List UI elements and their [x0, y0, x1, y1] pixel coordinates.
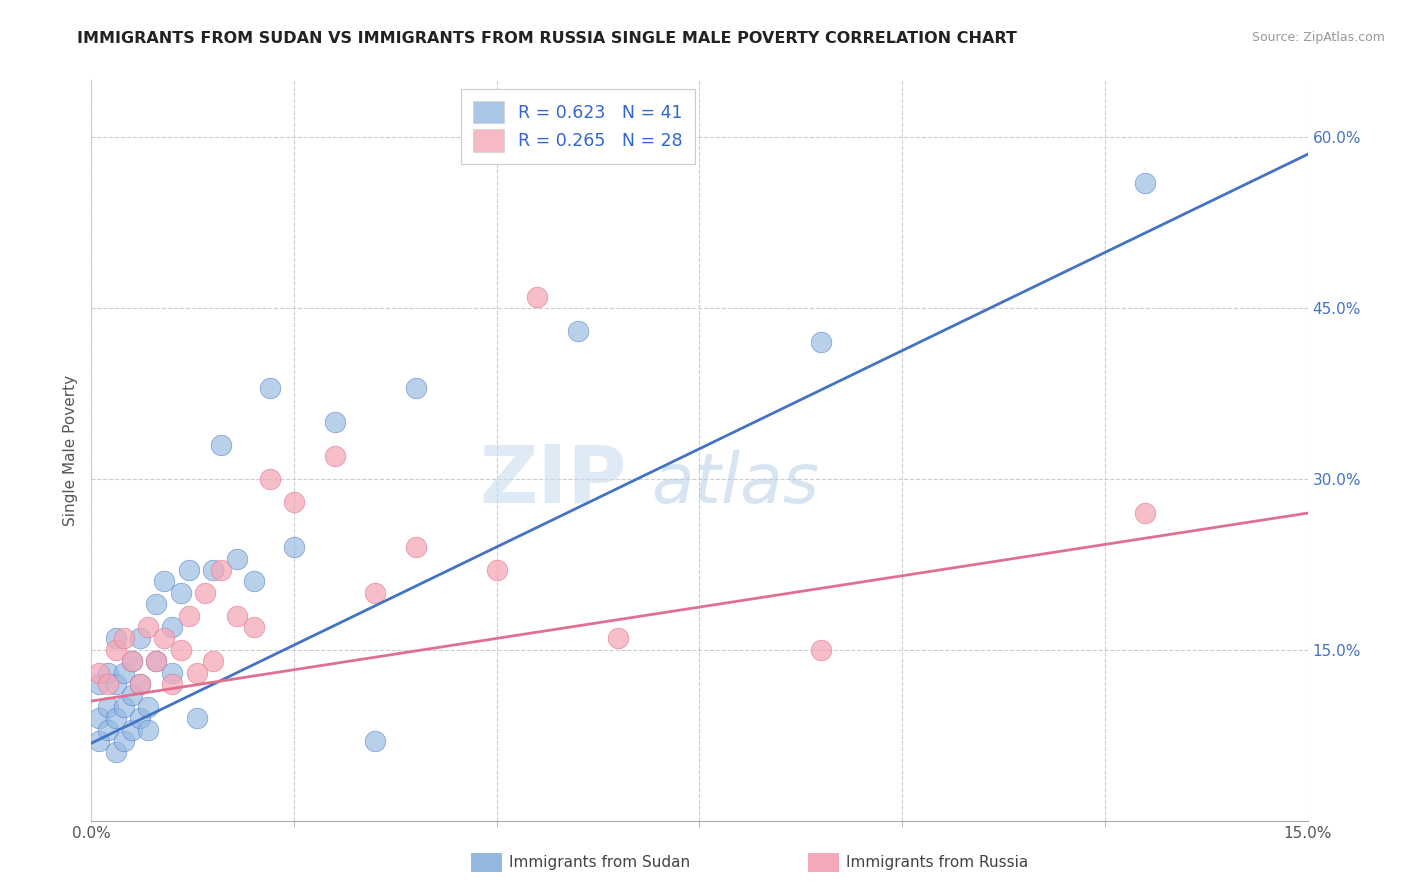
Point	[810, 642, 832, 657]
Point	[104, 632, 127, 646]
Point	[1135, 176, 1157, 190]
Point	[112, 665, 135, 680]
Point	[405, 541, 427, 555]
Point	[177, 563, 200, 577]
Point	[97, 677, 120, 691]
Point	[162, 620, 184, 634]
Point	[283, 541, 305, 555]
Point	[259, 472, 281, 486]
Point	[136, 620, 159, 634]
Point	[121, 654, 143, 668]
Point	[129, 677, 152, 691]
Point	[194, 586, 217, 600]
Point	[364, 586, 387, 600]
Point	[364, 734, 387, 748]
Point	[89, 711, 111, 725]
Point	[136, 723, 159, 737]
Point	[97, 699, 120, 714]
Point	[169, 642, 191, 657]
Point	[242, 574, 264, 589]
Point	[259, 381, 281, 395]
Point	[89, 677, 111, 691]
Text: atlas: atlas	[651, 450, 818, 517]
Point	[169, 586, 191, 600]
Point	[153, 574, 176, 589]
Point	[112, 699, 135, 714]
Point	[226, 608, 249, 623]
Point	[129, 677, 152, 691]
Point	[162, 677, 184, 691]
Point	[97, 723, 120, 737]
Point	[202, 654, 225, 668]
Point	[202, 563, 225, 577]
Point	[1135, 506, 1157, 520]
Point	[242, 620, 264, 634]
Text: IMMIGRANTS FROM SUDAN VS IMMIGRANTS FROM RUSSIA SINGLE MALE POVERTY CORRELATION : IMMIGRANTS FROM SUDAN VS IMMIGRANTS FROM…	[77, 31, 1017, 46]
Point	[323, 449, 346, 463]
Point	[177, 608, 200, 623]
Text: ZIP: ZIP	[479, 441, 627, 519]
Point	[567, 324, 589, 338]
Point	[121, 654, 143, 668]
Y-axis label: Single Male Poverty: Single Male Poverty	[62, 375, 77, 526]
Point	[145, 597, 167, 611]
Point	[104, 745, 127, 759]
Point	[136, 699, 159, 714]
Point	[153, 632, 176, 646]
Point	[145, 654, 167, 668]
Point	[104, 711, 127, 725]
Point	[323, 415, 346, 429]
Point	[121, 689, 143, 703]
Point	[607, 632, 630, 646]
Point	[186, 711, 208, 725]
Point	[810, 335, 832, 350]
Point	[162, 665, 184, 680]
Point	[209, 563, 232, 577]
Point	[186, 665, 208, 680]
Point	[145, 654, 167, 668]
Point	[121, 723, 143, 737]
Point	[129, 711, 152, 725]
Point	[104, 642, 127, 657]
Point	[283, 494, 305, 508]
Point	[112, 632, 135, 646]
Text: Immigrants from Sudan: Immigrants from Sudan	[509, 855, 690, 870]
Legend: R = 0.623   N = 41, R = 0.265   N = 28: R = 0.623 N = 41, R = 0.265 N = 28	[461, 89, 695, 164]
Point	[104, 677, 127, 691]
Point	[89, 734, 111, 748]
Point	[89, 665, 111, 680]
Point	[226, 551, 249, 566]
Point	[112, 734, 135, 748]
Text: Source: ZipAtlas.com: Source: ZipAtlas.com	[1251, 31, 1385, 45]
Point	[97, 665, 120, 680]
Point	[526, 290, 548, 304]
Point	[129, 632, 152, 646]
Point	[485, 563, 508, 577]
Point	[405, 381, 427, 395]
Point	[209, 438, 232, 452]
Text: Immigrants from Russia: Immigrants from Russia	[846, 855, 1029, 870]
